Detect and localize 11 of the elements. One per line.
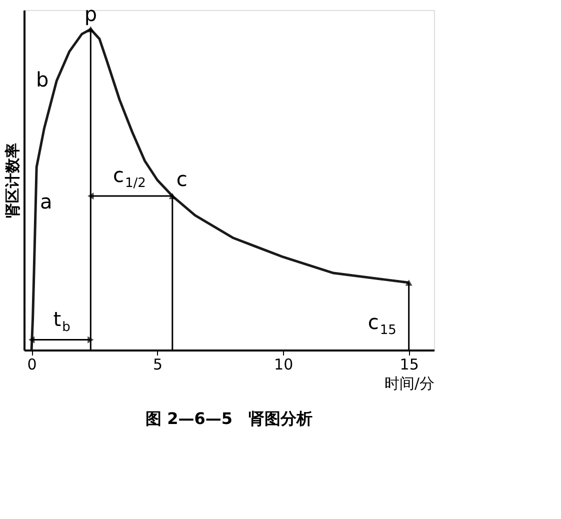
annotation: p (84, 2, 98, 26)
x-tick-label: 5 (153, 356, 163, 374)
annotation: a (40, 189, 52, 214)
x-tick-label: 0 (27, 356, 37, 374)
annotation: c (176, 167, 188, 192)
text: 图 2—6—5 肾图分析 (146, 409, 312, 428)
x-tick-label: 15 (400, 356, 419, 374)
y-axis-title: 肾区计数率 (4, 143, 22, 218)
x-tick-label: 10 (274, 356, 294, 374)
x-axis-title: 时间/分 (384, 374, 434, 392)
annotation: b (36, 68, 49, 92)
